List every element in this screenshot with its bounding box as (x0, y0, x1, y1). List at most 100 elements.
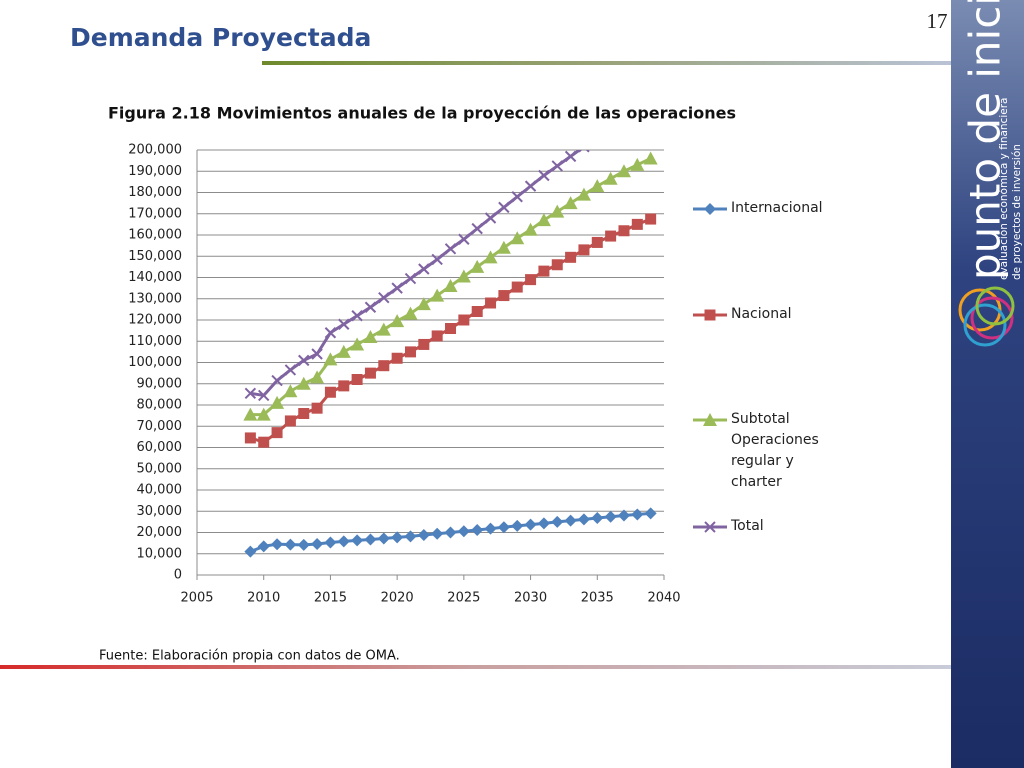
logo-name: punto de inicio (961, 0, 1010, 280)
x-tick-label: 2005 (180, 591, 213, 606)
marker (430, 288, 445, 302)
marker (578, 150, 590, 153)
marker (524, 180, 537, 192)
marker (418, 338, 430, 350)
marker (376, 322, 391, 336)
legend-label: Subtotal Operaciones regular y charter (731, 411, 819, 490)
marker (377, 532, 390, 545)
marker (431, 527, 444, 540)
marker (538, 169, 550, 182)
marker (243, 407, 258, 421)
marker (537, 517, 550, 530)
marker (324, 536, 337, 549)
marker (470, 259, 485, 273)
marker (525, 274, 537, 286)
y-tick-label: 140,000 (128, 270, 182, 285)
marker (416, 297, 431, 311)
marker (564, 514, 577, 527)
marker (391, 282, 403, 294)
x-tick-label: 2025 (447, 591, 480, 606)
marker (311, 537, 324, 550)
y-tick-label: 40,000 (137, 483, 183, 498)
marker (284, 364, 297, 376)
source-note: Fuente: Elaboración propia con datos de … (99, 649, 400, 664)
marker (256, 407, 271, 421)
marker (617, 509, 630, 522)
marker (390, 314, 405, 328)
marker (511, 281, 523, 293)
marker (578, 244, 590, 256)
marker (643, 151, 658, 165)
marker (523, 222, 538, 236)
marker (323, 352, 338, 366)
plot-area (243, 150, 658, 558)
y-tick-label: 100,000 (128, 355, 182, 370)
marker (284, 415, 296, 427)
marker (378, 360, 390, 372)
y-tick-label: 10,000 (137, 546, 183, 561)
legend-marker (704, 521, 716, 533)
marker (645, 213, 657, 225)
y-tick-label: 200,000 (128, 143, 182, 158)
marker (551, 160, 563, 172)
marker (311, 402, 323, 414)
marker (324, 386, 336, 398)
marker (351, 374, 363, 385)
legend-label: Total (731, 518, 764, 534)
y-tick-label: 90,000 (137, 376, 183, 391)
marker (577, 513, 590, 526)
marker (311, 348, 323, 360)
marker (284, 538, 297, 551)
marker (431, 253, 443, 266)
y-tick-label: 120,000 (128, 313, 182, 328)
slide-title: Demanda Proyectada (70, 23, 371, 52)
marker (563, 196, 578, 210)
page-number: 17 (927, 9, 948, 33)
marker (457, 525, 470, 538)
marker (498, 201, 510, 214)
marker (456, 269, 471, 283)
marker (338, 318, 350, 330)
legend-marker (704, 309, 716, 321)
legend-marker (704, 203, 716, 215)
marker (403, 306, 418, 320)
marker (630, 157, 645, 171)
marker (510, 231, 525, 245)
marker (418, 263, 430, 275)
marker (551, 515, 564, 528)
marker (351, 534, 364, 547)
marker (404, 346, 416, 358)
marker (431, 330, 443, 342)
marker (363, 330, 378, 343)
marker (471, 306, 483, 317)
sidebar (951, 0, 1024, 768)
marker (511, 519, 524, 532)
legend-label: Internacional (731, 200, 823, 216)
y-tick-label: 190,000 (128, 164, 182, 179)
marker (297, 538, 310, 551)
marker (296, 376, 311, 390)
marker (336, 344, 351, 358)
y-tick-label: 50,000 (137, 461, 183, 476)
marker (258, 389, 270, 402)
marker (391, 531, 404, 544)
marker (298, 408, 310, 419)
marker (444, 526, 457, 539)
marker (351, 310, 363, 322)
marker (483, 250, 498, 264)
marker (458, 233, 470, 245)
y-tick-label: 20,000 (137, 525, 183, 540)
marker (404, 530, 417, 543)
marker (471, 523, 484, 536)
marker (605, 230, 617, 242)
y-tick-label: 180,000 (128, 185, 182, 200)
marker (445, 323, 457, 334)
y-tick-label: 130,000 (128, 291, 182, 306)
marker (283, 384, 298, 398)
marker (270, 395, 285, 409)
y-tick-label: 60,000 (137, 440, 183, 455)
marker (538, 265, 550, 277)
marker (524, 518, 537, 531)
marker (565, 251, 577, 263)
